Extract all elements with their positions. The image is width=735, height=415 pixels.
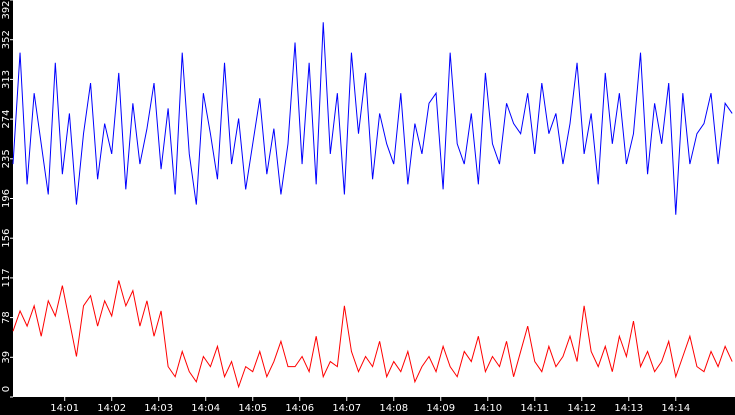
y-tick-label: 235 <box>1 149 12 168</box>
x-tick-label: 14:11 <box>520 403 549 414</box>
x-tick-label: 14:06 <box>285 403 314 414</box>
y-tick-label: 274 <box>1 110 12 129</box>
y-tick-label: 78 <box>1 311 12 324</box>
x-tick-label: 14:08 <box>379 403 408 414</box>
x-tick-label: 14:12 <box>567 403 596 414</box>
y-tick-label: 313 <box>1 70 12 89</box>
y-tick-label: 352 <box>1 30 12 49</box>
y-tick-label: 39 <box>1 351 12 364</box>
x-tick-label: 14:03 <box>144 403 173 414</box>
x-tick-label: 14:14 <box>661 403 690 414</box>
x-tick-label: 14:09 <box>426 403 455 414</box>
x-tick-label: 14:02 <box>97 403 126 414</box>
x-tick-label: 14:05 <box>238 403 267 414</box>
y-tick-label: 392 <box>1 0 12 19</box>
x-tick-label: 14:10 <box>473 403 502 414</box>
x-tick-label: 14:04 <box>191 403 220 414</box>
series-line <box>12 280 733 389</box>
series-line <box>12 22 733 215</box>
y-tick-label: 117 <box>1 268 12 287</box>
y-tick-label: 196 <box>1 189 12 208</box>
x-tick-label: 14:01 <box>50 403 79 414</box>
x-tick-label: 14:07 <box>332 403 361 414</box>
x-tick-label: 14:13 <box>614 403 643 414</box>
plot-area <box>13 0 735 397</box>
y-tick-label: 0 <box>1 386 12 392</box>
y-tick-label: 156 <box>1 229 12 248</box>
